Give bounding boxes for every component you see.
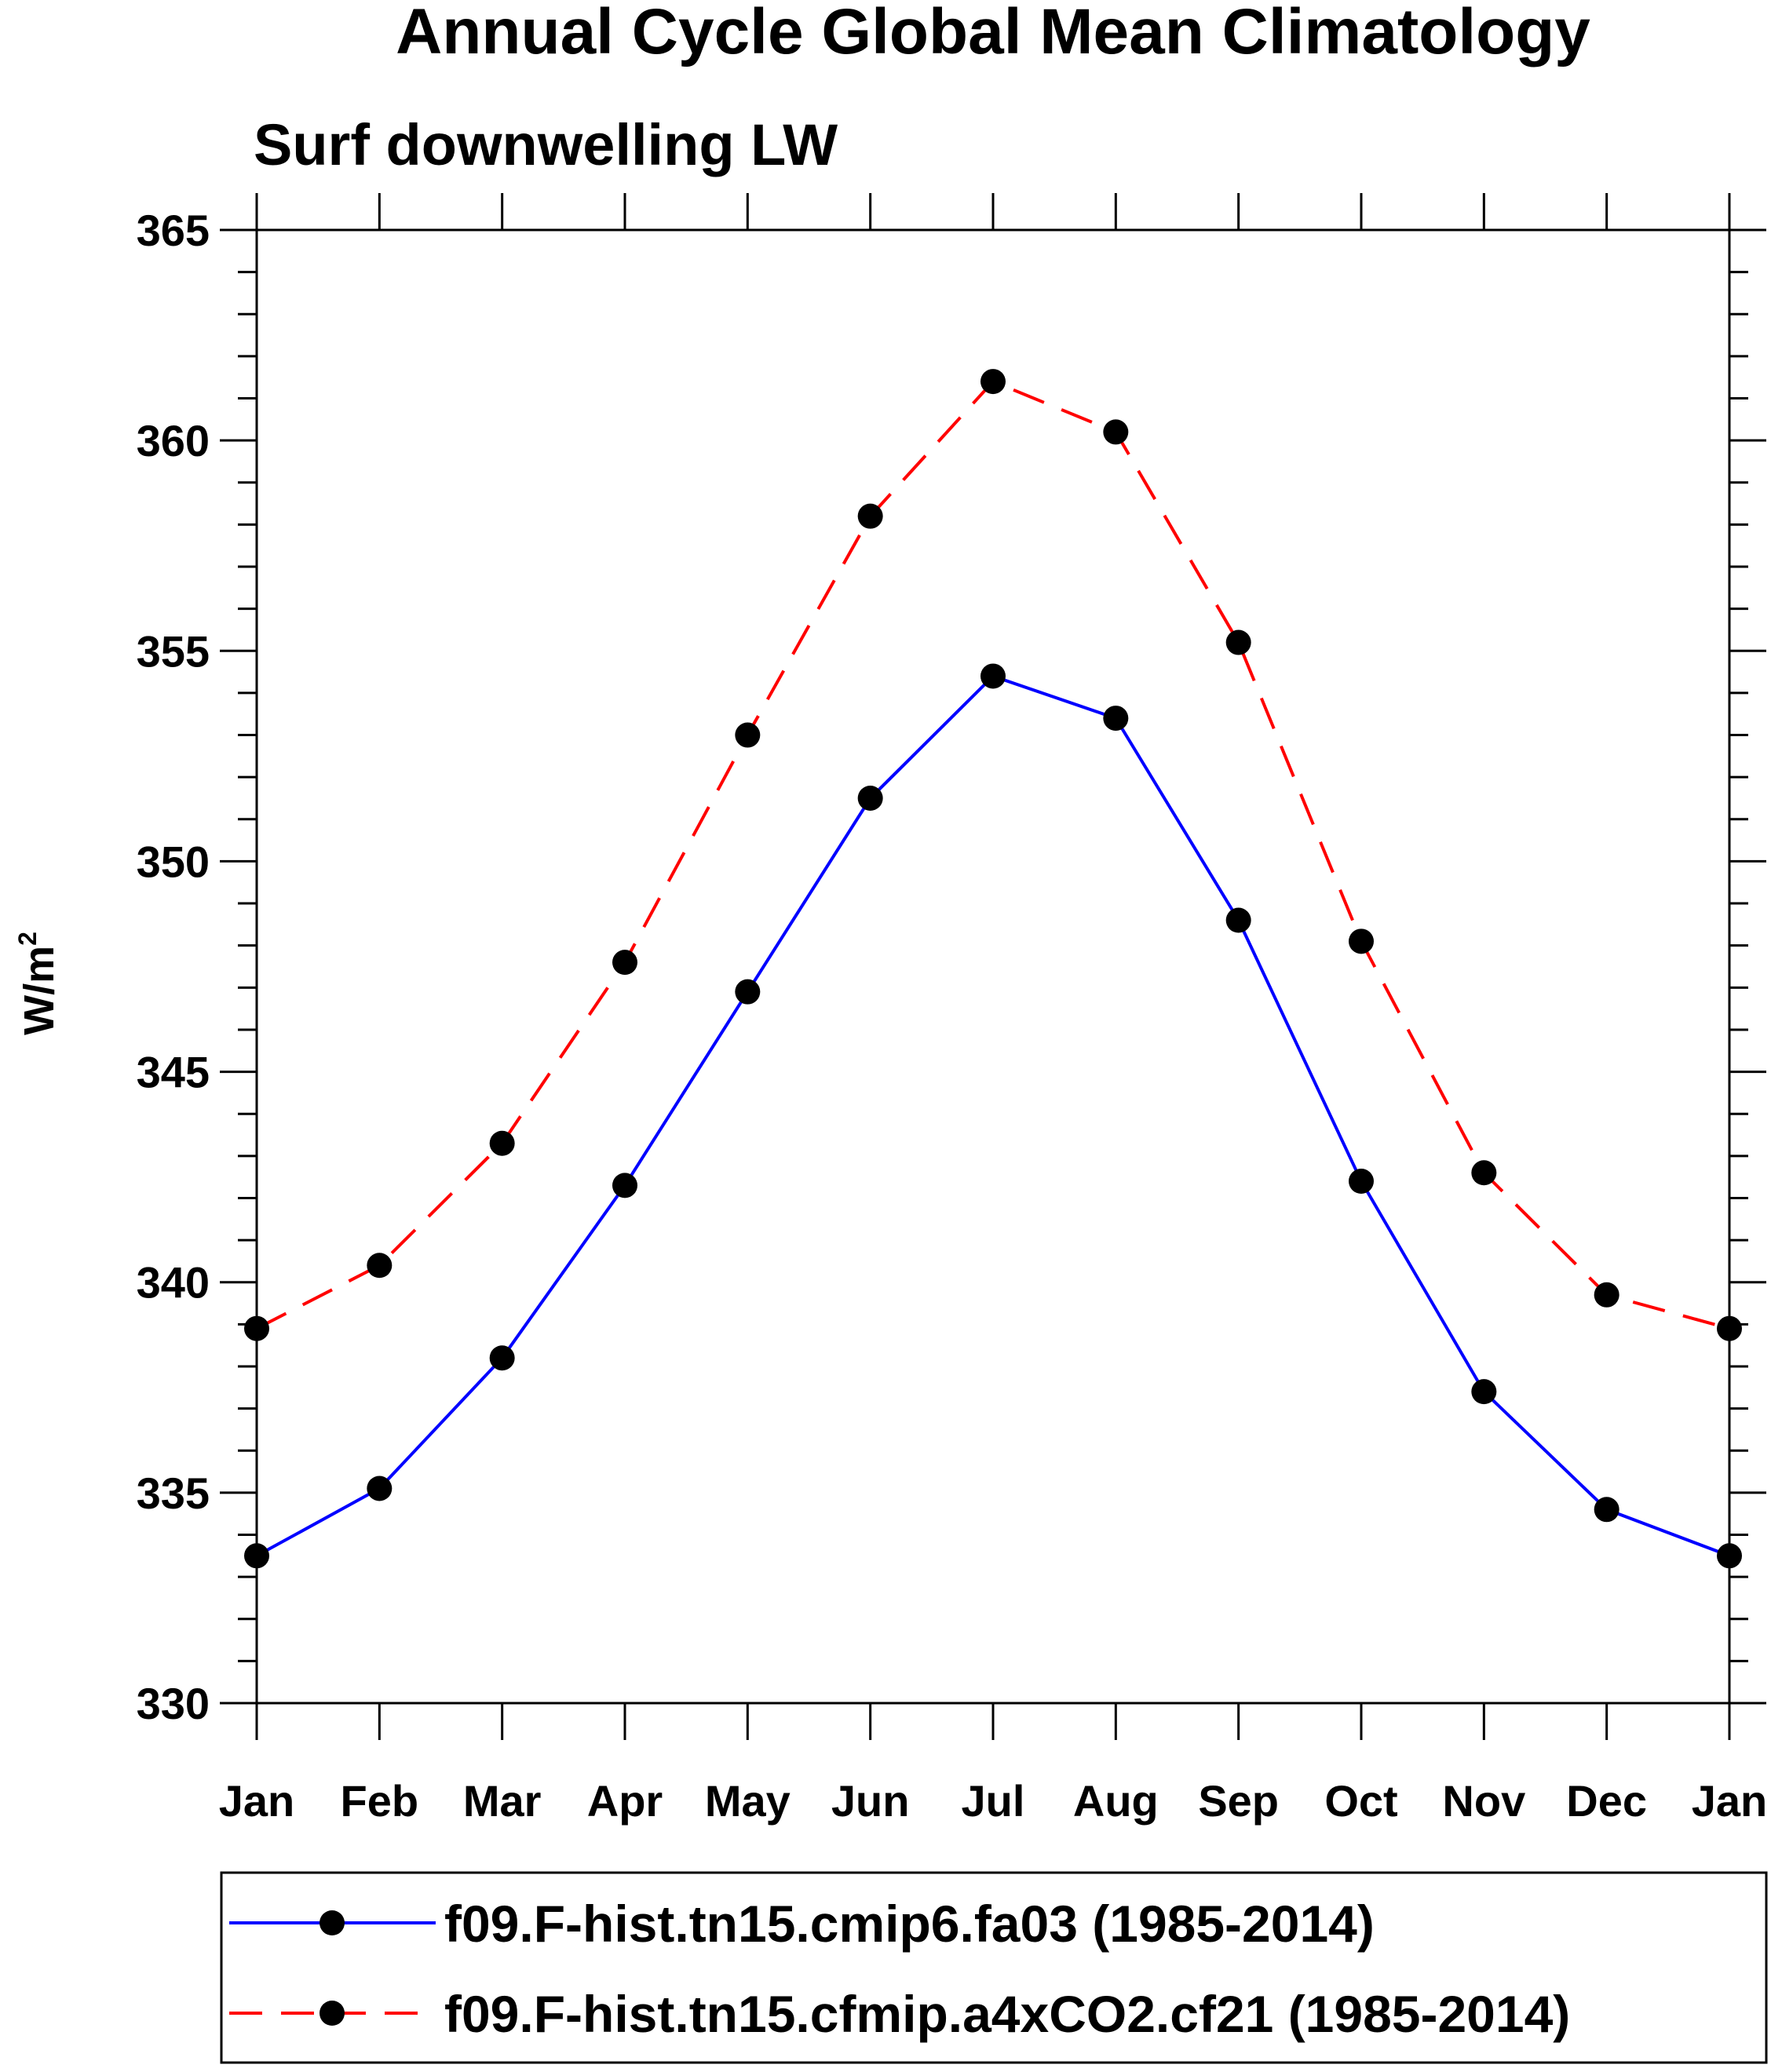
x-tick-label: Feb — [341, 1776, 419, 1826]
data-point — [244, 1543, 269, 1569]
data-point — [735, 979, 761, 1005]
y-tick-label: 330 — [137, 1679, 210, 1728]
data-point — [857, 503, 883, 529]
axes: 330 335 340 345 350 355 360 365 Jan Feb Mar Apr May J… — [137, 193, 1768, 1826]
legend-entry-1: f09.F-hist.tn15.cmip6.fa03 (1985-2014) — [229, 1895, 1375, 1953]
legend-marker — [320, 1910, 345, 1935]
y-tick-label: 345 — [137, 1048, 210, 1097]
data-point — [612, 950, 637, 976]
x-tick-label: Oct — [1324, 1776, 1397, 1826]
data-point — [1103, 419, 1129, 445]
data-point — [244, 1315, 269, 1341]
y-axis-label-unit: W/m — [16, 946, 63, 1035]
data-point — [612, 1173, 637, 1198]
chart-subtitle: Surf downwelling LW — [254, 112, 838, 177]
series-line — [256, 674, 1730, 1558]
y-tick-label: 365 — [137, 206, 210, 255]
data-point — [1594, 1497, 1619, 1523]
y-axis-label: W/m2 — [13, 932, 63, 1035]
x-tick-label: Jan — [1692, 1776, 1768, 1826]
x-tick-label: May — [705, 1776, 791, 1826]
data-point — [1471, 1160, 1497, 1186]
data-point — [1103, 706, 1129, 731]
data-point — [1225, 629, 1251, 655]
x-tick-label: Sep — [1198, 1776, 1279, 1826]
y-tick-label: 335 — [137, 1468, 210, 1518]
data-point — [1717, 1315, 1742, 1341]
x-tick-label: Dec — [1566, 1776, 1647, 1826]
data-point — [1349, 1169, 1374, 1195]
data-point — [1594, 1282, 1619, 1308]
data-point — [1349, 928, 1374, 954]
legend-label: f09.F-hist.tn15.cfmip.a4xCO2.cf21 (1985-… — [444, 1985, 1570, 2043]
data-point — [980, 369, 1006, 395]
data-point — [1471, 1379, 1497, 1405]
data-point — [735, 722, 761, 748]
x-tick-label: Nov — [1442, 1776, 1525, 1826]
legend: f09.F-hist.tn15.cmip6.fa03 (1985-2014) f0… — [220, 1871, 1768, 2064]
series-2 — [244, 369, 1742, 1341]
chart-title: Annual Cycle Global Mean Climatology — [396, 0, 1590, 67]
data-point — [857, 785, 883, 811]
data-point — [1717, 1543, 1742, 1569]
data-point — [367, 1253, 393, 1279]
x-tick-label: Jun — [831, 1776, 910, 1826]
plot-frame — [255, 228, 1731, 1705]
y-tick-label: 355 — [137, 626, 210, 676]
x-tick-label: Apr — [587, 1776, 663, 1826]
y-tick-label: 340 — [137, 1258, 210, 1308]
x-tick-label: Aug — [1073, 1776, 1159, 1826]
y-axis-label-exponent: 2 — [13, 932, 42, 946]
y-tick-label: 350 — [137, 837, 210, 886]
series-line — [256, 379, 1730, 1330]
legend-entry-2: f09.F-hist.tn15.cfmip.a4xCO2.cf21 (1985-… — [229, 1985, 1570, 2043]
legend-label: f09.F-hist.tn15.cmip6.fa03 (1985-2014) — [444, 1895, 1375, 1953]
x-tick-label: Jan — [219, 1776, 295, 1826]
x-tick-label: Jul — [962, 1776, 1025, 1826]
x-tick-label: Mar — [463, 1776, 542, 1826]
svg-text:W/m2: W/m2 — [13, 932, 63, 1035]
legend-box — [220, 1871, 1768, 2064]
data-point — [1225, 907, 1251, 933]
y-tick-label: 360 — [137, 416, 210, 465]
data-point — [489, 1345, 515, 1371]
series-1 — [244, 663, 1742, 1569]
series-layer — [244, 369, 1742, 1569]
data-point — [367, 1476, 393, 1501]
data-point — [980, 663, 1006, 689]
legend-marker — [320, 2001, 345, 2026]
data-point — [489, 1130, 515, 1156]
